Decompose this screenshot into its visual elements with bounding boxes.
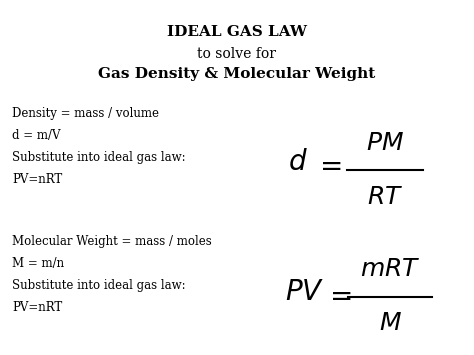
Text: Substitute into ideal gas law:: Substitute into ideal gas law:: [12, 151, 186, 164]
Text: $PV$: $PV$: [285, 279, 325, 306]
Text: M = m/n: M = m/n: [12, 257, 64, 270]
Text: $mRT$: $mRT$: [360, 258, 420, 282]
Text: to solve for: to solve for: [198, 47, 276, 61]
Text: $RT$: $RT$: [367, 186, 403, 208]
Text: d = m/V: d = m/V: [12, 129, 61, 142]
Text: $PM$: $PM$: [366, 131, 404, 154]
Text: $M$: $M$: [379, 312, 401, 335]
Text: $d$: $d$: [288, 148, 308, 175]
Text: PV=nRT: PV=nRT: [12, 301, 62, 314]
Text: Density = mass / volume: Density = mass / volume: [12, 107, 159, 120]
Text: Gas Density & Molecular Weight: Gas Density & Molecular Weight: [99, 67, 375, 81]
Text: IDEAL GAS LAW: IDEAL GAS LAW: [167, 25, 307, 39]
Text: Substitute into ideal gas law:: Substitute into ideal gas law:: [12, 279, 186, 292]
Text: PV=nRT: PV=nRT: [12, 173, 62, 186]
Text: Molecular Weight = mass / moles: Molecular Weight = mass / moles: [12, 235, 212, 248]
Text: $=$: $=$: [314, 153, 342, 180]
Text: $=$: $=$: [324, 282, 352, 308]
